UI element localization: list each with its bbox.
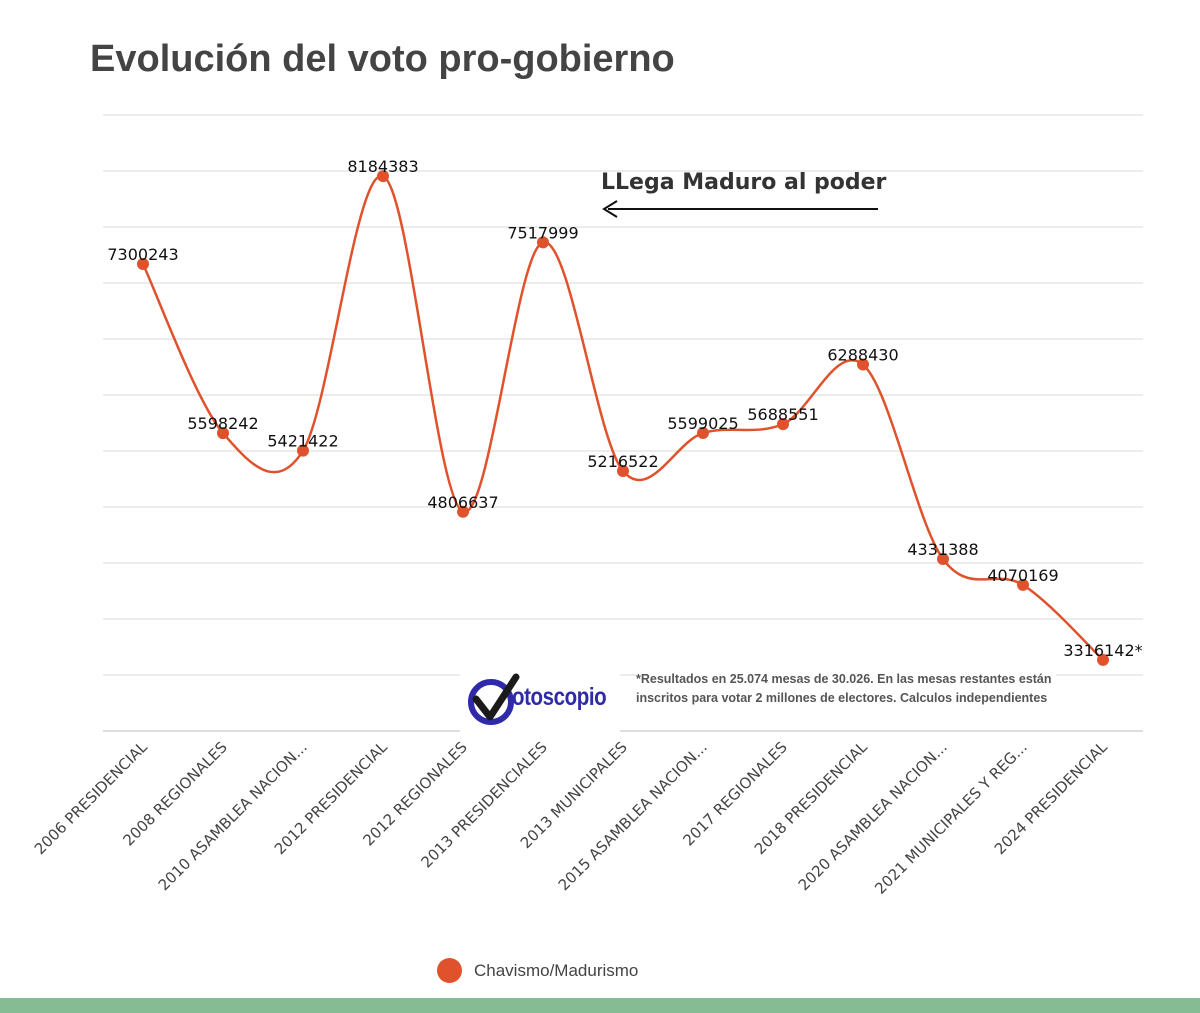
data-point <box>777 418 789 431</box>
data-point <box>617 465 629 478</box>
data-label: 7300243 <box>107 245 178 264</box>
votoscopio-logo <box>460 665 620 735</box>
chart-title: Evolución del voto pro-gobierno <box>90 38 675 80</box>
data-point <box>1017 578 1029 591</box>
legend: Chavismo/Madurismo <box>437 958 638 983</box>
data-point <box>377 170 389 183</box>
data-point <box>297 444 309 457</box>
legend-marker <box>437 958 462 983</box>
data-label: 5688551 <box>747 405 818 424</box>
data-point <box>137 258 149 271</box>
x-tick-label: 2010 ASAMBLEA NACION... <box>155 738 311 894</box>
x-tick-label: 2021 MUNICIPALES Y REG... <box>871 738 1031 898</box>
data-label: 8184383 <box>347 157 418 176</box>
data-label: 4070169 <box>987 566 1058 585</box>
footnote: *Resultados en 25.074 mesas de 30.026. E… <box>636 670 1056 708</box>
series-line <box>141 174 1104 661</box>
data-points <box>137 170 1109 666</box>
data-point <box>697 427 709 440</box>
data-label: 5598242 <box>187 414 258 433</box>
data-label: 7517999 <box>507 223 578 242</box>
annotation-arrow <box>602 200 878 218</box>
data-point <box>457 505 469 518</box>
data-label: 3316142* <box>1063 641 1142 660</box>
footer-bar <box>0 998 1200 1013</box>
legend-label: Chavismo/Madurismo <box>474 960 639 980</box>
data-point <box>217 427 229 440</box>
data-point <box>937 552 949 565</box>
data-label: 4331388 <box>907 540 978 559</box>
checkmark-logo-icon <box>468 673 520 725</box>
data-label: 5216522 <box>587 452 658 471</box>
x-tick-label: 2015 ASAMBLEA NACION... <box>555 738 711 894</box>
annotation-label: LLega Maduro al poder <box>601 170 887 195</box>
data-label: 6288430 <box>827 346 898 365</box>
x-tick-label: 2020 ASAMBLEA NACION... <box>795 738 951 894</box>
data-label: 5421422 <box>267 432 338 451</box>
data-point <box>857 358 869 371</box>
data-labels: 7300243 5598242 5421422 8184383 4806637 75179… <box>107 157 1142 660</box>
data-point <box>1097 653 1109 666</box>
data-point <box>537 236 549 249</box>
gridlines <box>103 114 1143 732</box>
logo-text: otoscopio <box>512 683 607 711</box>
data-label: 5599025 <box>667 414 738 433</box>
data-label: 4806637 <box>427 493 498 512</box>
